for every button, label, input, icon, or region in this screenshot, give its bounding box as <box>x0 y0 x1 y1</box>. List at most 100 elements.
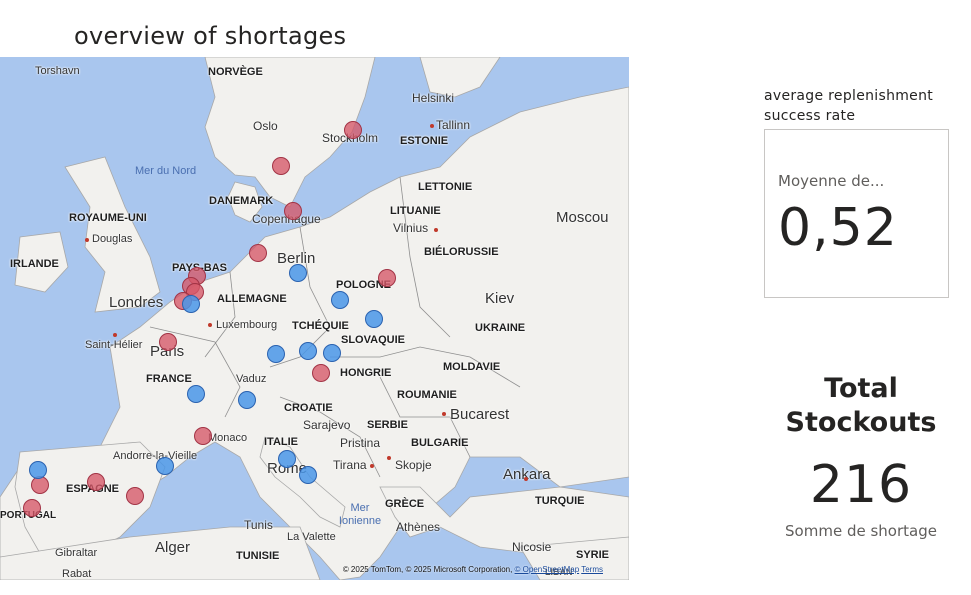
stockouts-caption: Somme de shortage <box>785 522 937 540</box>
stockouts-value: 216 <box>809 455 913 515</box>
terms-link[interactable]: Terms <box>581 565 603 574</box>
city-marker <box>434 228 438 232</box>
country-label: CROATIE <box>284 402 333 414</box>
city-marker <box>442 412 446 416</box>
stock-bubble[interactable] <box>182 295 200 313</box>
country-label: TURQUIE <box>535 495 585 507</box>
city-label: Nicosie <box>512 540 552 554</box>
city-label: Tirana <box>333 458 367 472</box>
country-label: NORVÈGE <box>208 66 263 78</box>
city-label: Ankara <box>503 466 551 483</box>
map-title: overview of shortages <box>74 22 347 50</box>
stock-bubble[interactable] <box>278 450 296 468</box>
country-label: GRÈCE <box>385 498 425 510</box>
country-label: MOLDAVIE <box>443 361 501 373</box>
stock-bubble[interactable] <box>29 461 47 479</box>
country-label: TUNISIE <box>236 550 280 562</box>
city-marker <box>387 456 391 460</box>
shortage-bubble[interactable] <box>272 157 290 175</box>
shortage-bubble[interactable] <box>23 499 41 517</box>
country-label: UKRAINE <box>475 322 526 334</box>
city-label: Tunis <box>244 518 273 532</box>
country-label: POLOGNE <box>336 279 392 291</box>
country-label: ITALIE <box>264 436 299 448</box>
shortage-bubble[interactable] <box>126 487 144 505</box>
city-marker <box>524 477 528 481</box>
stock-bubble[interactable] <box>238 391 256 409</box>
replenishment-title: average replenishment success rate <box>764 88 934 124</box>
shortage-bubble[interactable] <box>159 333 177 351</box>
stock-bubble[interactable] <box>187 385 205 403</box>
replenishment-value: 0,52 <box>778 198 898 258</box>
shortage-bubble[interactable] <box>194 427 212 445</box>
stock-bubble[interactable] <box>323 344 341 362</box>
map-land <box>0 57 629 580</box>
country-label: SYRIE <box>576 549 610 561</box>
shortage-map[interactable]: NORVÈGE ESTONIE LETTONIE LITUANIE DANEMA… <box>0 57 629 580</box>
city-marker <box>430 124 434 128</box>
shortage-bubble[interactable] <box>249 244 267 262</box>
country-label: BULGARIE <box>411 437 469 449</box>
stockouts-title: Total Stockouts <box>785 373 937 438</box>
city-label: Saint-Hélier <box>85 339 143 351</box>
country-label: LIBAN <box>545 567 573 577</box>
country-label: TCHÉQUIE <box>292 320 349 332</box>
country-label: HONGRIE <box>340 367 392 379</box>
country-label: ALLEMAGNE <box>217 293 287 305</box>
country-label: FRANCE <box>146 373 192 385</box>
city-label: Andorre-la-Vieille <box>113 450 198 462</box>
city-label: Moscou <box>556 209 609 226</box>
city-label: Paris <box>150 343 185 360</box>
city-label: Athènes <box>396 520 441 534</box>
stock-bubble[interactable] <box>331 291 349 309</box>
replenishment-caption: Moyenne de... <box>778 172 885 190</box>
country-label: ESTONIE <box>400 135 449 147</box>
sea-label: Mer Ionienne <box>338 502 382 527</box>
country-label: ROUMANIE <box>397 389 457 401</box>
shortage-bubble[interactable] <box>87 473 105 491</box>
city-label: Sarajevo <box>303 418 351 432</box>
city-label: Skopje <box>395 458 432 472</box>
replenishment-card[interactable]: Moyenne de... 0,52 <box>764 129 949 298</box>
city-label: Alger <box>155 539 191 556</box>
city-label: Douglas <box>92 233 133 245</box>
attribution-text: © 2025 TomTom, © 2025 Microsoft Corporat… <box>342 565 513 574</box>
city-marker <box>85 238 89 242</box>
country-label: LETTONIE <box>418 181 473 193</box>
country-label: IRLANDE <box>10 258 59 270</box>
city-label: Luxembourg <box>216 319 278 331</box>
city-label: Bucarest <box>450 406 510 423</box>
country-label: DANEMARK <box>209 195 274 207</box>
city-label: Copenhague <box>252 212 321 226</box>
city-label: Vaduz <box>236 373 267 385</box>
country-label: LITUANIE <box>390 205 441 217</box>
stock-bubble[interactable] <box>299 466 317 484</box>
city-label: Monaco <box>208 432 248 444</box>
country-label: SLOVAQUIE <box>341 334 405 346</box>
osm-link[interactable]: © OpenStreetMap <box>514 565 580 574</box>
city-label: Gibraltar <box>55 547 98 559</box>
shortage-bubble[interactable] <box>284 202 302 220</box>
city-label: Torshavn <box>35 65 80 77</box>
city-label: Tallinn <box>436 118 471 132</box>
sea-label: Mer du Nord <box>135 165 197 177</box>
stock-bubble[interactable] <box>299 342 317 360</box>
city-label: Kiev <box>485 290 515 307</box>
map-attribution: © 2025 TomTom, © 2025 Microsoft Corporat… <box>343 565 603 574</box>
shortage-bubble[interactable] <box>378 269 396 287</box>
city-label: Londres <box>109 294 164 311</box>
stock-bubble[interactable] <box>289 264 307 282</box>
city-label: Helsinki <box>412 91 455 105</box>
shortage-bubble[interactable] <box>344 121 362 139</box>
stock-bubble[interactable] <box>365 310 383 328</box>
city-label: La Valette <box>287 531 336 543</box>
city-label: Oslo <box>253 119 278 133</box>
city-label: Berlin <box>277 250 316 267</box>
city-marker <box>113 333 117 337</box>
city-label: Vilnius <box>393 221 429 235</box>
city-label: Rabat <box>62 568 92 580</box>
city-marker <box>370 464 374 468</box>
stock-bubble[interactable] <box>267 345 285 363</box>
shortage-bubble[interactable] <box>312 364 330 382</box>
stock-bubble[interactable] <box>156 457 174 475</box>
